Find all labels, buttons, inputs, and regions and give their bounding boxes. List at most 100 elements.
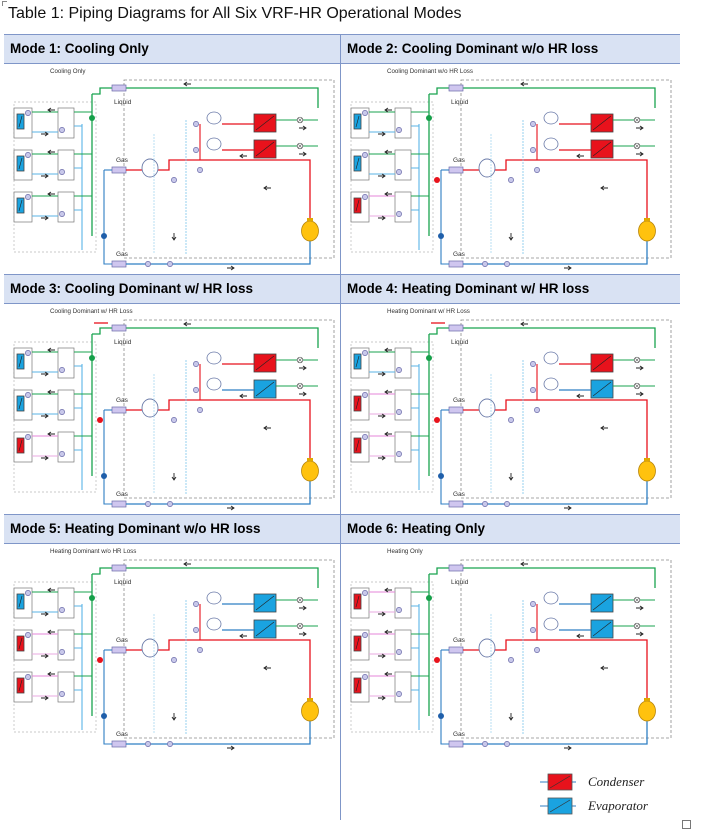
indoor-evaporator-coil <box>16 197 25 214</box>
gas-label-lower: Gas <box>116 731 129 738</box>
indoor-condenser-coil <box>353 197 362 214</box>
flow-arrow <box>384 389 392 395</box>
flow-arrow <box>378 371 386 377</box>
indoor-condenser-coil-diagonal <box>355 595 360 608</box>
expansion-valve <box>25 194 31 200</box>
outdoor-evaporator-coil <box>253 379 277 399</box>
solenoid-valve <box>508 177 514 183</box>
service-valve <box>504 261 510 267</box>
expansion-valve <box>25 110 31 116</box>
four-way-valve <box>141 158 159 178</box>
mode-2-header: Mode 2: Cooling Dominant w/o HR loss <box>341 34 680 64</box>
gas-label-lower: Gas <box>116 251 129 258</box>
solenoid-valve <box>534 407 540 413</box>
service-valve <box>145 261 151 267</box>
suction-stub <box>440 494 449 505</box>
legend-evaporator-label: Evaporator <box>588 798 648 813</box>
flow-arrow <box>378 455 386 461</box>
indoor-unit <box>350 587 412 619</box>
liquid-label: Liquid <box>451 339 469 346</box>
flow-arrow <box>576 153 584 159</box>
branch-valve <box>59 649 65 655</box>
compressor-cap <box>644 218 650 221</box>
liquid-connector <box>111 84 127 92</box>
service-valve <box>145 741 151 747</box>
branch-valve-box <box>394 347 412 379</box>
fan-icon <box>633 356 641 364</box>
branch-valve <box>396 691 402 697</box>
indoor-evaporator-coil-diagonal <box>355 157 360 170</box>
hx-valve-loop <box>543 137 559 151</box>
indoor-unit <box>13 191 75 223</box>
fan-icon-cross <box>634 117 640 123</box>
diagram-canvas: Cooling Dominant w/ HR Loss Liquid Gas Gas <box>13 308 335 511</box>
outdoor-condenser-coil <box>590 353 614 373</box>
solenoid-valve <box>197 407 203 413</box>
flow-arrow <box>299 365 307 371</box>
diagram-caption: Heating Dominant w/o HR Loss <box>50 548 136 555</box>
legend-condenser-label: Condenser <box>588 774 645 789</box>
flow-arrow <box>508 713 514 721</box>
indoor-condenser-coil-diagonal <box>355 397 360 410</box>
hx-valve-loop <box>543 591 559 605</box>
solenoid-valve <box>197 167 203 173</box>
service-valve <box>167 501 173 507</box>
suction-stub <box>103 254 112 265</box>
liquid-label: Liquid <box>451 579 469 586</box>
fan-icon-cross <box>634 597 640 603</box>
hx-valve-loop <box>206 137 222 151</box>
compressor-icon <box>638 700 656 722</box>
solenoid-valve <box>197 647 203 653</box>
diagram-canvas: Heating Dominant w/ HR Loss Liquid Gas Gas <box>350 308 672 511</box>
compressor-cap <box>307 698 313 701</box>
flow-arrow <box>384 107 392 113</box>
liquid-label: Liquid <box>114 99 132 106</box>
liquid-connector <box>448 84 464 92</box>
flow-arrow <box>636 151 644 157</box>
gas-junction-node <box>101 713 107 719</box>
outdoor-condenser-coil-diagonal <box>592 115 612 131</box>
indoor-condenser-coil <box>353 677 362 694</box>
suction-stub <box>103 734 112 745</box>
liquid-label: Liquid <box>114 339 132 346</box>
fan-icon-cross <box>297 623 303 629</box>
flow-arrow <box>508 233 514 241</box>
indoor-evaporator-coil-diagonal <box>18 595 23 608</box>
flow-arrow <box>378 413 386 419</box>
flow-arrow <box>47 587 55 593</box>
evaporator-swatch-icon <box>540 797 576 815</box>
flow-arrow <box>41 695 49 701</box>
fan-icon-cross <box>634 357 640 363</box>
branch-valve-box <box>394 671 412 703</box>
flow-arrow <box>576 633 584 639</box>
branch-valve <box>396 127 402 133</box>
branch-valve-box <box>394 431 412 463</box>
gas-connector-lower <box>111 740 127 748</box>
indoor-unit <box>350 347 412 379</box>
solenoid-valve <box>534 167 540 173</box>
service-valve <box>482 261 488 267</box>
gas-junction-node <box>101 233 107 239</box>
flow-arrow <box>41 131 49 137</box>
indoor-unit <box>350 671 412 703</box>
flow-arrow <box>384 347 392 353</box>
branch-valve-box <box>57 671 75 703</box>
outdoor-condenser-coil <box>590 139 614 159</box>
expansion-valve <box>25 350 31 356</box>
indoor-evaporator-coil <box>16 395 25 412</box>
liquid-junction-node <box>426 115 432 121</box>
indoor-unit <box>350 389 412 421</box>
mode-3-header: Mode 3: Cooling Dominant w/ HR loss <box>4 274 340 304</box>
branch-valve <box>396 169 402 175</box>
flow-arrow <box>384 191 392 197</box>
resize-handle[interactable] <box>682 820 691 829</box>
gas-connector-lower <box>448 260 464 268</box>
branch-valve <box>396 211 402 217</box>
hx-valve-loop <box>206 351 222 365</box>
solenoid-valve <box>534 647 540 653</box>
outdoor-evaporator-coil-diagonal <box>592 595 612 611</box>
outdoor-condenser-coil-diagonal <box>255 115 275 131</box>
compressor-cap <box>307 218 313 221</box>
flow-arrow <box>299 605 307 611</box>
fan-icon <box>296 356 304 364</box>
